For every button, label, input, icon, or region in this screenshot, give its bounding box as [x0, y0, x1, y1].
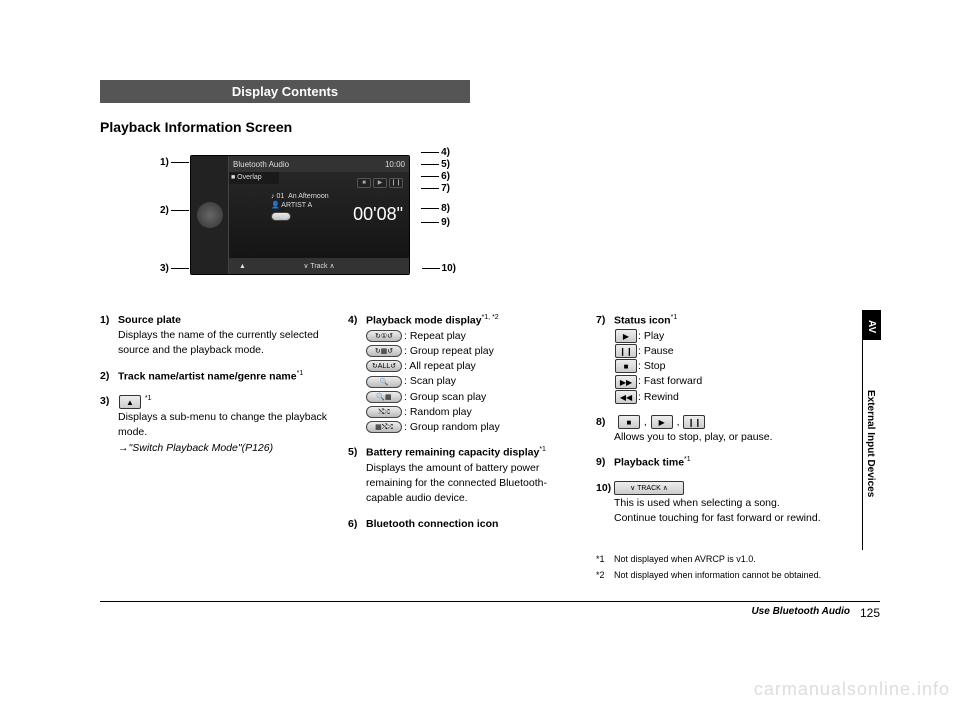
track-key-icon: ∨ TRACK ∧ — [614, 481, 684, 495]
submenu-key-icon: ▲ — [119, 395, 141, 409]
mock-pause-btn: ❙❙ — [389, 178, 403, 188]
mock-play-btn: ▶ — [373, 178, 387, 188]
scan-play-icon: 🔍 — [366, 376, 402, 388]
item-10-track-select: 10)∨ TRACK ∧ This is used when selecting… — [596, 481, 826, 527]
callout-3: 3) — [160, 263, 189, 274]
item-7-status-icon: 7)Status icon*1 ▶: Play ❙❙: Pause ■: Sto… — [596, 313, 826, 405]
item-2-track-name: 2)Track name/artist name/genre name*1 — [100, 369, 330, 385]
mock-playback-buttons: ■ ▶ ❙❙ — [357, 178, 403, 188]
item-6-bluetooth-icon: 6)Bluetooth connection icon — [348, 517, 578, 532]
mock-track-no: ♪ 01 — [271, 193, 284, 200]
random-play-icon: ⤭⤮ — [366, 406, 402, 418]
section-title: Playback Information Screen — [100, 119, 880, 135]
repeat-play-icon: ↻①↺ — [366, 330, 402, 342]
column-right: 7)Status icon*1 ▶: Play ❙❙: Pause ■: Sto… — [596, 313, 826, 582]
page-footer: Use Bluetooth Audio 125 — [100, 601, 880, 620]
pause-key-icon: ❙❙ — [683, 415, 705, 429]
column-left: 1)Source plate Displays the name of the … — [100, 313, 330, 582]
callout-10: 10) — [422, 263, 456, 274]
callout-6: 6) — [421, 171, 450, 182]
mock-source-label: Bluetooth Audio — [233, 160, 289, 169]
playback-screen-diagram: Bluetooth Audio 10:00 ■ Overlap ■ ▶ ❙❙ ♪… — [160, 145, 440, 295]
footer-title: Use Bluetooth Audio — [751, 606, 850, 620]
callout-5: 5) — [421, 159, 450, 170]
mock-playback-time: 00'08" — [353, 204, 403, 225]
mock-overlap: ■ Overlap — [229, 172, 279, 184]
page-number: 125 — [860, 606, 880, 620]
side-tab-section: External Input Devices — [865, 390, 876, 497]
column-middle: 4)Playback mode display*1, *2 ↻①↺: Repea… — [348, 313, 578, 582]
item-4-playback-mode: 4)Playback mode display*1, *2 ↻①↺: Repea… — [348, 313, 578, 435]
mock-submenu-btn: ▲ — [239, 263, 246, 270]
item-9-playback-time: 9)Playback time*1 — [596, 455, 826, 471]
item-3-submenu: 3)▲ *1 Displays a sub-menu to change the… — [100, 394, 330, 455]
group-repeat-icon: ↻▦↺ — [366, 345, 402, 357]
mock-sidebar-icon — [197, 202, 223, 228]
callout-4: 4) — [421, 147, 450, 158]
pause-status-icon: ❙❙ — [615, 344, 637, 358]
mock-track-title: An Afternoon — [288, 193, 328, 200]
footnote-1: *1Not displayed when AVRCP is v1.0. — [596, 553, 826, 566]
watermark: carmanualsonline.info — [754, 679, 950, 700]
ff-status-icon: ▶▶ — [615, 375, 637, 389]
item-1-source-plate: 1)Source plate Displays the name of the … — [100, 313, 330, 359]
stop-status-icon: ■ — [615, 359, 637, 373]
mock-device-screen: Bluetooth Audio 10:00 ■ Overlap ■ ▶ ❙❙ ♪… — [190, 155, 410, 275]
item-5-battery: 5)Battery remaining capacity display*1 D… — [348, 445, 578, 506]
mock-bottom-bar: ▲ ∨ Track ∧ — [229, 258, 409, 274]
callout-8: 8) — [421, 203, 450, 214]
stop-key-icon: ■ — [618, 415, 640, 429]
callout-7: 7) — [421, 183, 450, 194]
side-tab: AV External Input Devices — [862, 310, 880, 550]
side-tab-av: AV — [866, 320, 877, 333]
display-contents-banner: Display Contents — [100, 80, 470, 103]
mock-genre: Pop — [271, 212, 291, 221]
mock-clock: 10:00 — [385, 160, 405, 169]
play-status-icon: ▶ — [615, 329, 637, 343]
callout-9: 9) — [421, 217, 450, 228]
mock-stop-btn: ■ — [357, 178, 371, 188]
item-8-controls: 8) ■ , ▶ , ❙❙ Allows you to stop, play, … — [596, 415, 826, 445]
mock-track-nav: ∨ Track ∧ — [303, 262, 334, 270]
description-columns: 1)Source plate Displays the name of the … — [100, 313, 880, 582]
group-random-icon: ▦⤭⤮ — [366, 421, 402, 433]
mock-topbar: Bluetooth Audio 10:00 — [229, 156, 409, 172]
callout-1: 1) — [160, 157, 189, 168]
all-repeat-icon: ↻ALL↺ — [366, 360, 402, 372]
rw-status-icon: ◀◀ — [615, 390, 637, 404]
play-key-icon: ▶ — [651, 415, 673, 429]
group-scan-icon: 🔍▦ — [366, 391, 402, 403]
manual-page: Display Contents Playback Information Sc… — [100, 80, 880, 620]
callout-2: 2) — [160, 205, 189, 216]
footnote-2: *2Not displayed when information cannot … — [596, 569, 826, 582]
mock-sidebar — [191, 156, 229, 274]
